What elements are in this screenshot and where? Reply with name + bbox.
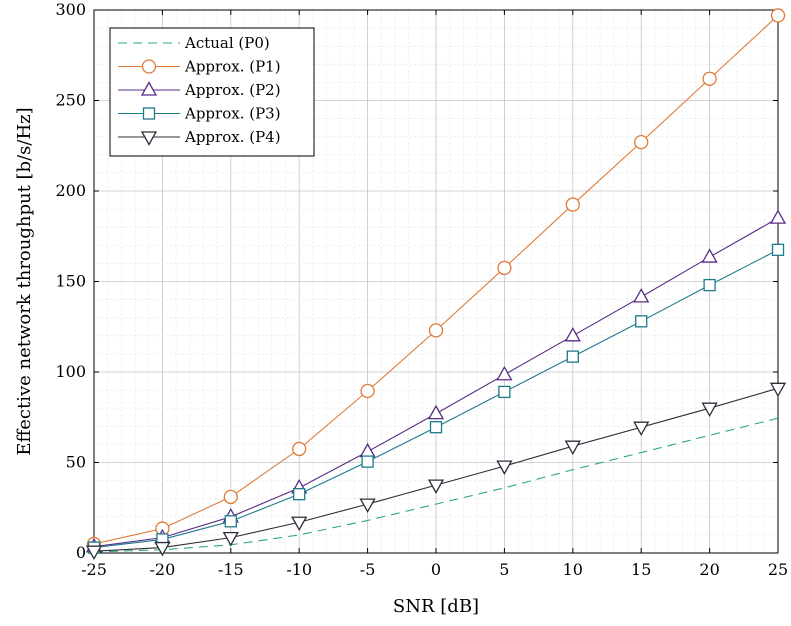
data-point-2: [427, 404, 445, 420]
legend-label: Approx. (P1): [184, 58, 281, 76]
legend-entry-2: Approx. (P2): [118, 81, 281, 99]
data-point-3: [361, 455, 374, 468]
x-tick-label: 25: [768, 560, 788, 579]
x-axis-label: SNR [dB]: [393, 596, 479, 617]
data-point-1: [223, 489, 238, 505]
x-tick-label: -5: [360, 560, 376, 579]
data-point-1: [634, 134, 649, 150]
data-point-2: [769, 209, 787, 224]
legend-entry-3: Approx. (P3): [118, 105, 281, 123]
legend-label: Approx. (P4): [184, 128, 281, 146]
legend-marker: [141, 59, 157, 74]
y-axis-label: Effective network throughput [b/s/Hz]: [14, 107, 35, 455]
data-point-2: [701, 248, 718, 263]
data-point-4: [633, 421, 650, 437]
data-point-1: [360, 383, 375, 399]
data-point-4: [769, 382, 787, 398]
data-point-1: [702, 71, 717, 86]
data-point-4: [291, 516, 308, 532]
data-point-4: [85, 545, 103, 561]
data-point-4: [154, 541, 171, 557]
data-point-4: [496, 460, 513, 475]
x-tick-label: 0: [431, 560, 441, 579]
data-point-4: [701, 402, 718, 418]
data-point-4: [359, 498, 376, 513]
legend-marker: [142, 107, 156, 120]
x-tick-label: 20: [699, 560, 719, 579]
y-tick-label: 300: [55, 0, 86, 19]
legend-entry-4: Approx. (P4): [118, 128, 281, 146]
data-point-2: [633, 288, 650, 303]
x-tick-label: 10: [563, 560, 583, 579]
y-tick-label: 100: [55, 362, 86, 381]
data-point-2: [564, 326, 581, 342]
series-4: [85, 382, 787, 561]
y-tick-label: 0: [76, 543, 86, 562]
data-point-3: [703, 278, 716, 292]
data-point-2: [496, 365, 513, 381]
legend-marker: [140, 131, 158, 146]
y-tick-label: 150: [55, 272, 86, 291]
series-line-0: [93, 417, 779, 553]
x-tick-label: -10: [286, 560, 312, 579]
legend-entry-0: Actual (P0): [118, 34, 270, 52]
axis-ticks: -25 -20 -15 -10 -5 0 5 10 15 20 250501001502002503…: [55, 0, 788, 579]
series-3: [87, 243, 785, 554]
x-tick-label: 5: [499, 560, 509, 579]
data-point-3: [635, 315, 648, 328]
y-tick-label: 250: [55, 91, 86, 110]
y-tick-label: 50: [66, 453, 86, 472]
data-point-1: [565, 197, 580, 212]
data-point-3: [293, 488, 306, 501]
data-point-3: [771, 243, 785, 256]
data-point-3: [224, 515, 237, 528]
data-point-4: [564, 440, 581, 456]
x-tick-label: -15: [218, 560, 244, 579]
data-point-3: [566, 350, 579, 363]
x-tick-label: 15: [631, 560, 651, 579]
legend-entry-1: Approx. (P1): [118, 58, 281, 76]
x-tick-label: -25: [81, 560, 107, 579]
legend: Actual (P0) Approx. (P1) Approx. (P2) Appro…: [109, 27, 315, 157]
data-point-3: [429, 421, 443, 434]
data-point-1: [497, 260, 512, 276]
x-tick-label: -20: [150, 560, 176, 579]
data-point-1: [428, 323, 444, 338]
data-point-2: [359, 442, 376, 458]
data-point-1: [292, 441, 307, 457]
y-tick-label: 200: [55, 181, 86, 200]
data-point-1: [770, 8, 786, 23]
legend-label: Actual (P0): [184, 34, 270, 52]
data-point-4: [427, 479, 445, 494]
legend-marker: [140, 81, 158, 96]
data-point-3: [498, 385, 511, 399]
data-point-4: [222, 531, 239, 547]
series-layer: [85, 8, 787, 561]
legend-label: Approx. (P2): [184, 81, 281, 99]
series-0: [93, 417, 779, 553]
legend-label: Approx. (P3): [184, 105, 281, 123]
